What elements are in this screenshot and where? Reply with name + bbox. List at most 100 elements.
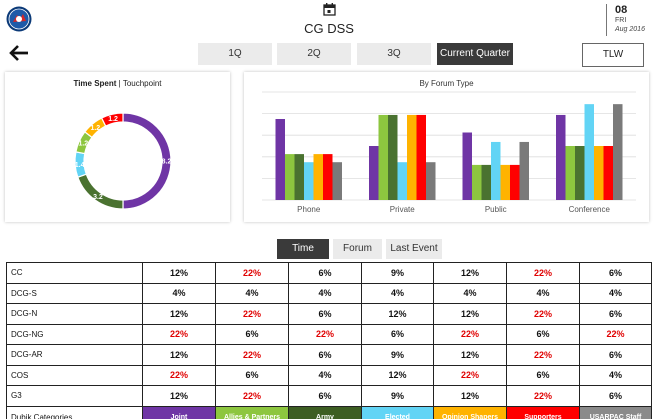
- category-footer-row: Dubik Categories Joint Allies & Partners Ar…: [6, 405, 652, 419]
- quarter-button-2q[interactable]: 2Q: [277, 43, 351, 65]
- donut-slice-label: 1.4: [75, 162, 85, 169]
- title-area: CG DSS: [0, 3, 658, 36]
- table-cell: 22%: [215, 344, 289, 366]
- back-arrow-icon[interactable]: [9, 45, 29, 61]
- bar: [304, 162, 314, 200]
- bar: [369, 146, 379, 200]
- x-tick-label: Public: [485, 205, 507, 214]
- donut-title: Time Spent | Touchpoint: [5, 79, 230, 88]
- table-cell: 12%: [361, 303, 434, 325]
- donut-slice-label: 1.2: [78, 141, 88, 148]
- bar: [323, 154, 333, 200]
- bar: [397, 162, 407, 200]
- table-cell: 6%: [506, 364, 580, 386]
- table-cell: 22%: [215, 385, 289, 407]
- table-cell: 9%: [361, 262, 434, 284]
- forum-type-panel: By Forum Type Phone Private Public Conferen…: [244, 72, 649, 222]
- table-cell: 22%: [506, 262, 580, 284]
- donut-title-rest: Touchpoint: [122, 79, 162, 88]
- table-cell: 22%: [215, 262, 289, 284]
- table-cell: 22%: [433, 323, 507, 345]
- table-cell: 6%: [288, 262, 362, 284]
- bar: [378, 114, 388, 200]
- table-row: G3 12% 22% 6% 9% 12% 22% 6%: [6, 385, 652, 407]
- table-cell: 22%: [142, 364, 216, 386]
- row-label: DCG-S: [6, 282, 143, 304]
- row-label: G3: [6, 385, 143, 407]
- app-title: CG DSS: [304, 21, 354, 36]
- table-cell: 12%: [142, 344, 216, 366]
- table-cell: 4%: [361, 282, 434, 304]
- category-header: Joint: [142, 405, 216, 419]
- quarter-button-3q[interactable]: 3Q: [357, 43, 431, 65]
- table-cell: 12%: [433, 385, 507, 407]
- bar-chart: Phone Private Public Conference: [262, 91, 636, 214]
- row-label: CC: [6, 262, 143, 284]
- table-cell: 22%: [215, 303, 289, 325]
- table-cell: 22%: [506, 303, 580, 325]
- table-row: DCG-AR 12% 22% 6% 9% 12% 22% 6%: [6, 344, 652, 366]
- row-label: DCG-AR: [6, 344, 143, 366]
- table-row: CC 12% 22% 6% 9% 12% 22% 6%: [6, 262, 652, 284]
- table-cell: 12%: [433, 303, 507, 325]
- tab-time[interactable]: Time: [277, 239, 329, 259]
- table-cell: 6%: [288, 344, 362, 366]
- bar: [491, 141, 501, 200]
- bar: [294, 154, 304, 200]
- donut-slice-label: 1.2: [90, 125, 100, 132]
- bar: [519, 141, 529, 200]
- table-cell: 22%: [288, 323, 362, 345]
- table-cell: 22%: [506, 385, 580, 407]
- footer-label: Dubik Categories: [6, 405, 143, 419]
- bar: [584, 104, 594, 200]
- table-cell: 9%: [361, 344, 434, 366]
- bar: [565, 146, 575, 200]
- donut-slice: [100, 112, 124, 127]
- table-cell: 6%: [579, 385, 652, 407]
- date-display: 08 FRI Aug 2016: [606, 4, 656, 36]
- category-header: Elected: [361, 405, 434, 419]
- bar: [407, 114, 417, 200]
- table-cell: 6%: [288, 303, 362, 325]
- table-cell: 4%: [506, 282, 580, 304]
- bar: [313, 154, 323, 200]
- table-cell: 6%: [288, 385, 362, 407]
- donut-slice-label: 8.2: [162, 159, 172, 166]
- tlw-button[interactable]: TLW: [582, 43, 644, 67]
- quarter-button-1q[interactable]: 1Q: [198, 43, 272, 65]
- donut-chart: 8.2 3.2 1.4 1.2 1.2 1.2: [74, 112, 172, 210]
- category-header: Supporters: [506, 405, 580, 419]
- date-weekday: FRI: [615, 17, 627, 24]
- table-cell: 4%: [579, 282, 652, 304]
- row-label: DCG-N: [6, 303, 143, 325]
- table-cell: 6%: [215, 364, 289, 386]
- donut-title-bold: Time Spent: [73, 79, 117, 88]
- tab-forum[interactable]: Forum: [333, 239, 382, 259]
- bar: [416, 114, 426, 200]
- table-cell: 22%: [579, 323, 652, 345]
- bar: [603, 146, 613, 200]
- table-cell: 22%: [506, 344, 580, 366]
- quarter-button-current[interactable]: Current Quarter: [437, 43, 513, 65]
- bar: [556, 114, 566, 200]
- table-cell: 12%: [433, 262, 507, 284]
- donut-slice-label: 3.2: [93, 194, 103, 201]
- bar: [388, 114, 398, 200]
- table-cell: 12%: [433, 344, 507, 366]
- table-cell: 6%: [215, 323, 289, 345]
- bar: [481, 164, 491, 200]
- donut-slice-label: 1.2: [108, 116, 118, 123]
- x-tick-label: Conference: [569, 205, 611, 214]
- table-row: DCG-NG 22% 6% 22% 6% 22% 6% 22%: [6, 323, 652, 345]
- command-logo-icon: [6, 6, 32, 32]
- table-cell: 9%: [361, 385, 434, 407]
- table-cell: 12%: [361, 364, 434, 386]
- donut-slice: [77, 173, 124, 210]
- tab-last-event[interactable]: Last Event: [386, 239, 442, 259]
- donut-title-separator: |: [116, 79, 123, 88]
- table-cell: 6%: [579, 262, 652, 284]
- table-cell: 6%: [579, 344, 652, 366]
- x-tick-label: Private: [390, 205, 415, 214]
- table-cell: 6%: [361, 323, 434, 345]
- bar: [510, 164, 520, 200]
